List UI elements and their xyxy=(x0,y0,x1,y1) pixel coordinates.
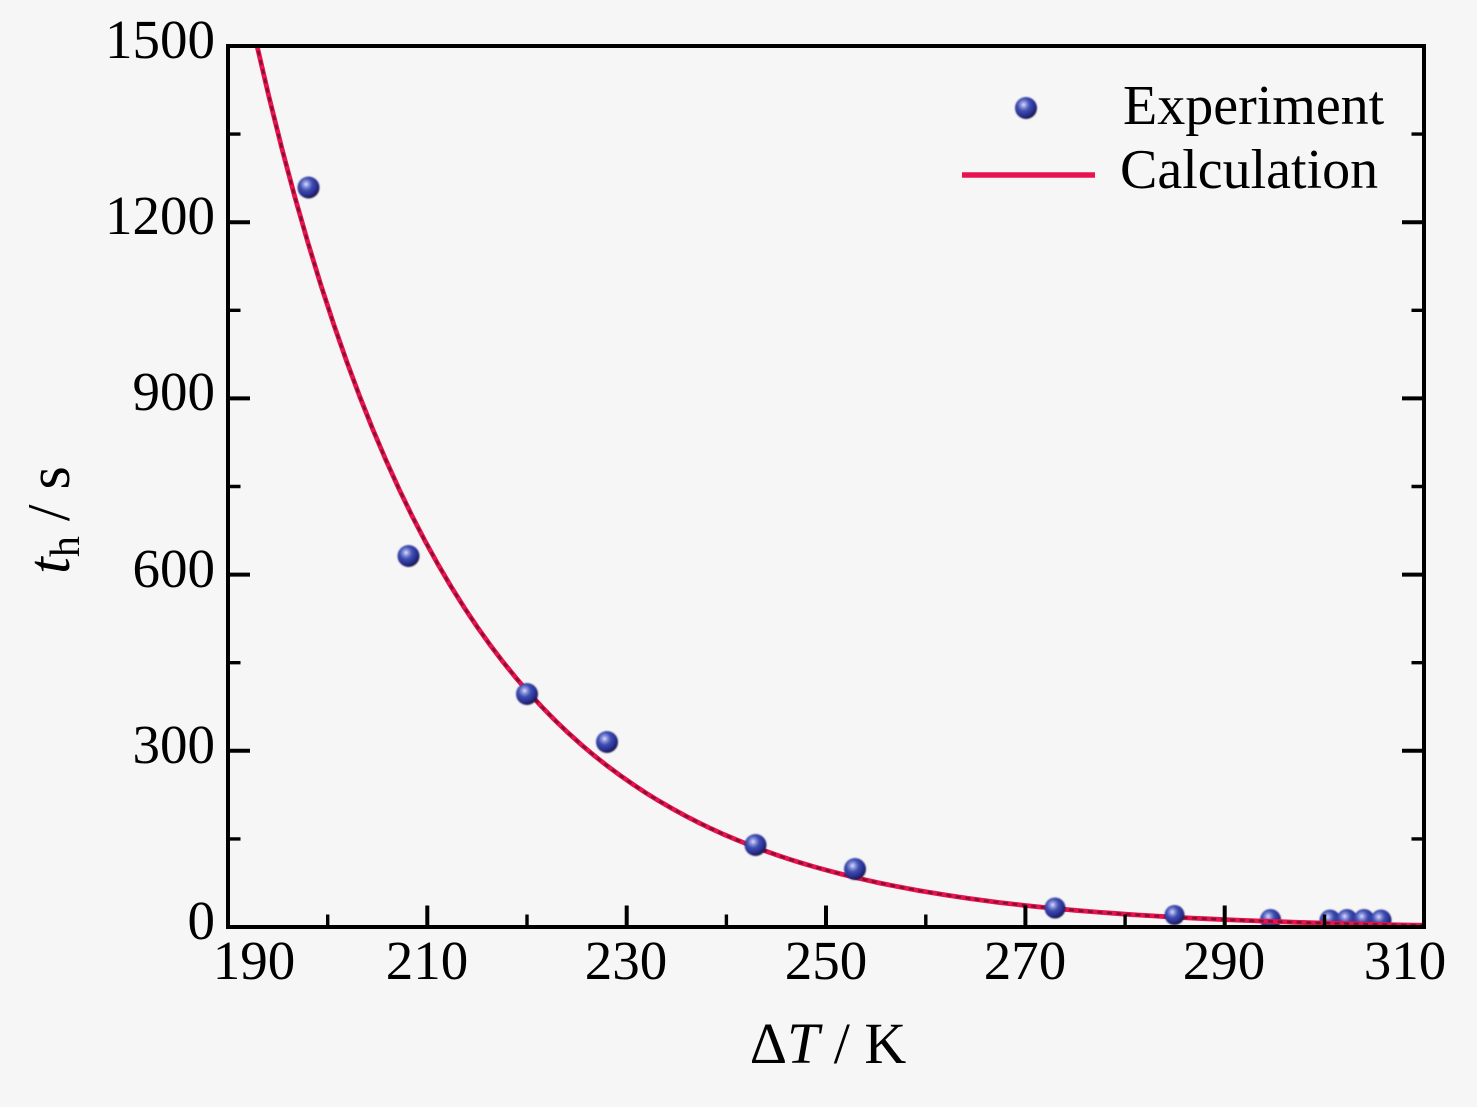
svg-text:600: 600 xyxy=(133,538,216,599)
svg-text:ΔT / K: ΔT / K xyxy=(750,1011,907,1076)
svg-text:900: 900 xyxy=(133,361,216,422)
svg-text:230: 230 xyxy=(585,930,668,991)
svg-text:290: 290 xyxy=(1183,930,1266,991)
svg-text:1500: 1500 xyxy=(105,9,215,70)
svg-text:310: 310 xyxy=(1364,930,1447,991)
svg-text:250: 250 xyxy=(785,930,868,991)
svg-text:Experiment: Experiment xyxy=(1123,75,1385,137)
svg-text:1200: 1200 xyxy=(105,185,215,246)
svg-text:210: 210 xyxy=(386,930,469,991)
svg-text:270: 270 xyxy=(984,930,1067,991)
svg-text:th / s: th / s xyxy=(16,466,89,574)
svg-text:Calculation: Calculation xyxy=(1120,139,1378,201)
svg-text:190: 190 xyxy=(213,930,296,991)
svg-text:300: 300 xyxy=(133,714,216,775)
svg-text:0: 0 xyxy=(188,890,216,951)
